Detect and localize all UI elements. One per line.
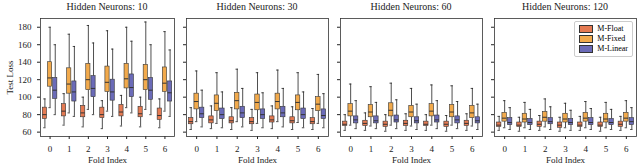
html-text:M-Float: M-Float: [597, 24, 624, 33]
svg-text:100: 100: [18, 92, 32, 102]
svg-text:0: 0: [194, 144, 199, 154]
svg-text:Fold Index: Fold Index: [88, 155, 128, 165]
svg-text:80: 80: [23, 110, 33, 120]
svg-text:160: 160: [18, 40, 32, 50]
svg-text:Fold Index: Fold Index: [238, 155, 278, 165]
svg-text:5: 5: [296, 144, 301, 154]
svg-text:Test Loss: Test Loss: [5, 60, 15, 95]
svg-text:2: 2: [235, 144, 240, 154]
svg-text:4: 4: [584, 144, 589, 154]
html-text:Hidden Neurons: 10: Hidden Neurons: 10: [66, 1, 148, 12]
svg-text:Fold Index: Fold Index: [392, 155, 432, 165]
svg-text:4: 4: [430, 144, 435, 154]
svg-text:60: 60: [23, 127, 33, 137]
svg-text:2: 2: [389, 144, 394, 154]
svg-text:3: 3: [563, 144, 568, 154]
svg-text:180: 180: [18, 22, 32, 32]
svg-text:0: 0: [348, 144, 353, 154]
svg-text:4: 4: [276, 144, 281, 154]
svg-text:Fold Index: Fold Index: [546, 155, 586, 165]
svg-text:2: 2: [86, 144, 91, 154]
html-text:Hidden Neurons: 120: Hidden Neurons: 120: [521, 1, 608, 12]
svg-text:5: 5: [450, 144, 455, 154]
svg-text:6: 6: [163, 144, 168, 154]
html-text:Hidden Neurons: 30: Hidden Neurons: 30: [216, 1, 298, 12]
svg-text:1: 1: [369, 144, 374, 154]
svg-text:1: 1: [67, 144, 72, 154]
svg-text:6: 6: [316, 144, 321, 154]
html-text:Hidden Neurons: 60: Hidden Neurons: 60: [370, 1, 452, 12]
svg-text:1: 1: [215, 144, 220, 154]
svg-text:5: 5: [604, 144, 609, 154]
svg-text:3: 3: [409, 144, 414, 154]
svg-text:6: 6: [624, 144, 629, 154]
html-text:M-Linear: M-Linear: [597, 44, 628, 53]
svg-text:4: 4: [124, 144, 129, 154]
svg-text:3: 3: [105, 144, 110, 154]
svg-text:0: 0: [502, 144, 507, 154]
html-text:M-Fixed: M-Fixed: [597, 34, 626, 43]
svg-text:1: 1: [523, 144, 528, 154]
svg-text:6: 6: [470, 144, 475, 154]
svg-text:0: 0: [48, 144, 53, 154]
svg-text:2: 2: [543, 144, 548, 154]
svg-text:140: 140: [18, 57, 32, 67]
svg-text:5: 5: [144, 144, 149, 154]
svg-text:3: 3: [255, 144, 260, 154]
svg-text:120: 120: [18, 75, 32, 85]
